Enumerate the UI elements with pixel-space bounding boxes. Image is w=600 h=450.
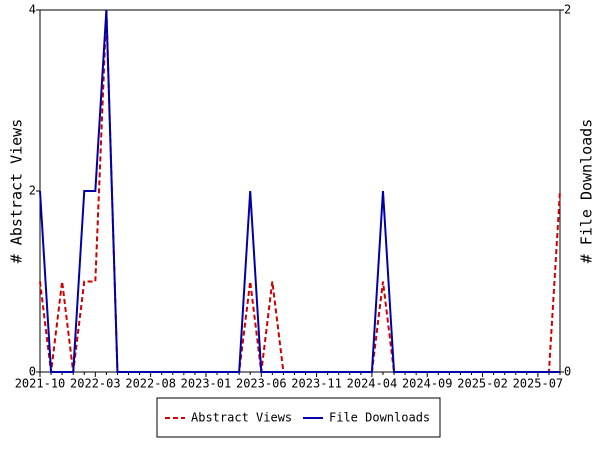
x-tick-label: 2023-06: [236, 377, 287, 391]
x-tick-label: 2023-01: [181, 377, 232, 391]
x-tick-label: 2024-09: [402, 377, 453, 391]
y2-axis-title: # File Downloads: [578, 119, 596, 264]
x-tick-label: 2022-03: [70, 377, 121, 391]
y-axis-title: # Abstract Views: [8, 119, 26, 264]
x-tick-label: 2021-10: [15, 377, 66, 391]
legend-box: [156, 397, 441, 438]
series-line: [39, 9, 560, 373]
y-tick-label: 4: [29, 3, 36, 17]
y2-tick-label: 0: [564, 365, 571, 379]
legend-label: File Downloads: [329, 411, 430, 425]
y-tick-label: 2: [29, 184, 36, 198]
x-tick-label: 2023-11: [291, 377, 342, 391]
plot-frame: [39, 9, 561, 373]
series-line: [39, 9, 561, 373]
x-tick-label: 2025-07: [513, 377, 564, 391]
y-tick-label: 0: [29, 365, 36, 379]
x-tick-label: 2024-04: [347, 377, 398, 391]
x-tick-label: 2025-02: [457, 377, 508, 391]
y2-tick-label: 2: [564, 3, 571, 17]
x-tick-label: 2022-08: [125, 377, 176, 391]
legend-label: Abstract Views: [191, 411, 292, 425]
